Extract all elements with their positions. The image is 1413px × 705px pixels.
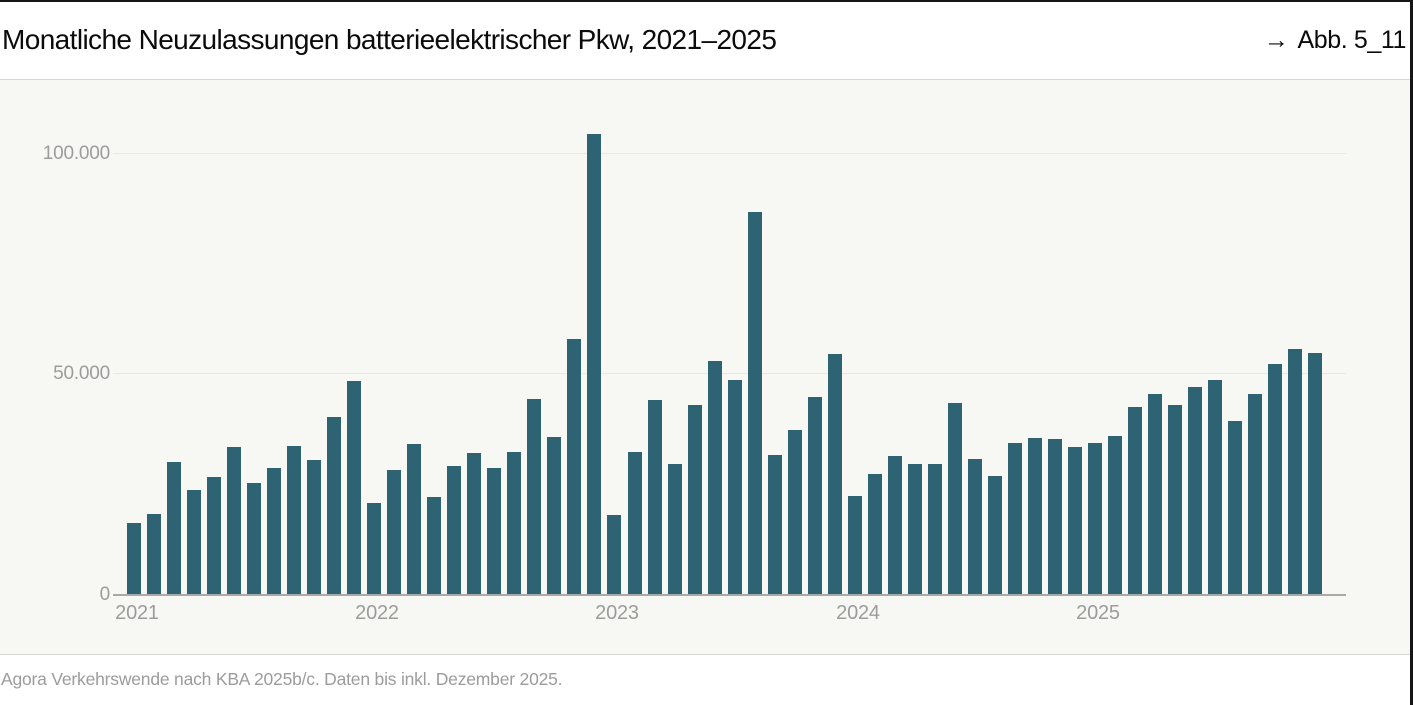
figure-reference: → Abb. 5_11 <box>1263 26 1407 55</box>
bar-2022-07 <box>487 468 501 595</box>
bar-2023-10 <box>788 430 802 595</box>
window-top-edge <box>0 0 1413 2</box>
bar-2021-01 <box>127 523 141 595</box>
bar-2022-10 <box>547 437 561 595</box>
bar-2021-10 <box>307 460 321 595</box>
bar-2024-05 <box>928 464 942 595</box>
bar-2023-05 <box>688 405 702 595</box>
bar-2022-08 <box>507 452 521 595</box>
bar-2023-03 <box>648 400 662 595</box>
y-axis-tick-label: 100.000 <box>42 142 110 164</box>
bar-2025-08 <box>1228 421 1242 595</box>
bar-2024-07 <box>968 459 982 595</box>
x-axis-tick-label-2021: 2021 <box>115 602 159 624</box>
bar-2023-08 <box>748 212 762 595</box>
bar-2023-04 <box>668 464 682 595</box>
header-divider <box>0 79 1413 80</box>
bar-2023-02 <box>628 452 642 595</box>
window-right-edge <box>1410 0 1413 705</box>
bar-2022-05 <box>447 466 461 595</box>
y-axis-tick-label: 50.000 <box>53 363 110 385</box>
bar-chart-monthly-bev-registrations: 0 50.000 100.000 2021 2022 2023 2024 2025 <box>0 80 1413 654</box>
bar-2023-07 <box>728 380 742 595</box>
bar-2022-01 <box>367 503 381 595</box>
bar-2025-09 <box>1248 394 1262 595</box>
arrow-right-icon: → <box>1263 26 1289 54</box>
bar-2025-06 <box>1188 387 1202 595</box>
bar-2021-09 <box>287 446 301 595</box>
bar-2021-06 <box>227 447 241 595</box>
bar-2025-10 <box>1268 364 1282 595</box>
bar-2022-04 <box>427 497 441 595</box>
bar-2024-09 <box>1008 443 1022 595</box>
bar-2023-09 <box>768 455 782 595</box>
bar-2025-07 <box>1208 380 1222 595</box>
bar-2021-03 <box>167 462 181 595</box>
footer-divider <box>0 654 1413 655</box>
bar-2022-12 <box>587 134 601 595</box>
chart-footer: Agora Verkehrswende nach KBA 2025b/c. Da… <box>0 655 1413 705</box>
bar-2024-01 <box>848 496 862 595</box>
bar-2021-02 <box>147 514 161 595</box>
y-axis-tick-label: 0 <box>99 584 111 605</box>
bar-2024-12 <box>1068 447 1082 595</box>
bar-2024-06 <box>948 403 962 595</box>
bar-2025-02 <box>1108 436 1122 595</box>
bar-2023-01 <box>607 515 621 595</box>
bar-2022-06 <box>467 453 481 595</box>
bar-2023-12 <box>828 354 842 595</box>
bar-2024-02 <box>868 474 882 595</box>
chart-title: Monatliche Neuzulassungen batterieelektr… <box>2 24 777 55</box>
x-axis-tick-label-2022: 2022 <box>355 602 399 624</box>
bar-2025-04 <box>1148 394 1162 595</box>
bar-2021-12 <box>347 381 361 595</box>
bar-2024-03 <box>888 456 902 595</box>
bar-2025-01 <box>1088 443 1102 595</box>
bar-2024-08 <box>988 476 1002 595</box>
bar-2024-11 <box>1048 439 1062 595</box>
bar-2025-11 <box>1288 349 1302 595</box>
bar-2021-08 <box>267 468 281 595</box>
chart-header: Monatliche Neuzulassungen batterieelektr… <box>0 2 1413 79</box>
bar-2021-07 <box>247 483 261 595</box>
gridline-100000 <box>113 152 1346 154</box>
x-axis-tick-label-2024: 2024 <box>836 602 880 624</box>
x-axis-tick-label-2025: 2025 <box>1076 602 1120 624</box>
bar-2024-10 <box>1028 438 1042 595</box>
bar-2021-11 <box>327 417 341 595</box>
x-axis-line <box>113 594 1346 596</box>
bar-2022-02 <box>387 470 401 595</box>
bar-2021-05 <box>207 477 221 595</box>
bar-2022-11 <box>567 339 581 595</box>
bar-2021-04 <box>187 490 201 595</box>
figure-reference-label: Abb. 5_11 <box>1297 26 1406 54</box>
bar-2022-03 <box>407 444 421 595</box>
bar-2025-05 <box>1168 405 1182 595</box>
bar-2022-09 <box>527 399 541 595</box>
source-note: Agora Verkehrswende nach KBA 2025b/c. Da… <box>1 669 563 689</box>
bar-2025-12 <box>1308 353 1322 595</box>
bar-2023-06 <box>708 361 722 595</box>
bar-2024-04 <box>908 464 922 595</box>
bar-2023-11 <box>808 397 822 595</box>
bar-2025-03 <box>1128 407 1142 595</box>
gridline-50000 <box>113 373 1346 375</box>
x-axis-tick-label-2023: 2023 <box>595 602 639 624</box>
